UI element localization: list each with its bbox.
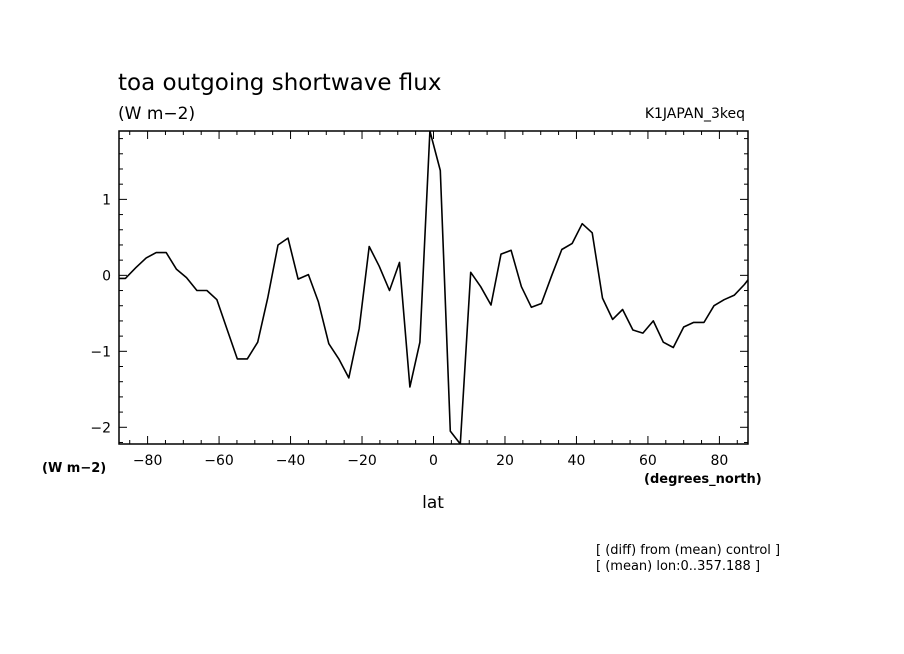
x-tick-labels: −80 −60 −40 −20 0 20 40 60 80: [133, 453, 729, 469]
x-tick-label: −60: [204, 453, 234, 469]
x-tick-label: 0: [429, 453, 438, 469]
y-tick-label: −1: [90, 344, 111, 360]
x-tick-label: −40: [276, 453, 306, 469]
x-tick-label: 60: [639, 453, 657, 469]
plot-frame: [118, 130, 749, 445]
x-tick-label: −20: [347, 453, 377, 469]
units-left-label: (W m−2): [42, 461, 106, 476]
chart-title: toa outgoing shortwave flux: [118, 70, 441, 96]
y-tick-label: −2: [90, 420, 111, 436]
run-name-label: K1JAPAN_3keq: [645, 106, 745, 122]
series-line: [119, 131, 748, 444]
note-diff: [ (diff) from (mean) control ]: [596, 543, 780, 558]
x-tick-label: 80: [710, 453, 728, 469]
y-tick-label: 1: [102, 192, 111, 208]
y-tick-label: 0: [102, 268, 111, 284]
note-mean: [ (mean) lon:0..357.188 ]: [596, 559, 760, 574]
x-tick-label: 20: [496, 453, 514, 469]
units-top-label: (W m−2): [118, 104, 195, 124]
x-tick-label: 40: [568, 453, 586, 469]
axis-ticks: [119, 131, 748, 444]
y-tick-labels: 1 0 −1 −2: [90, 192, 111, 436]
x-units-label: (degrees_north): [644, 472, 762, 487]
x-axis-title: lat: [422, 493, 444, 513]
x-tick-label: −80: [133, 453, 163, 469]
